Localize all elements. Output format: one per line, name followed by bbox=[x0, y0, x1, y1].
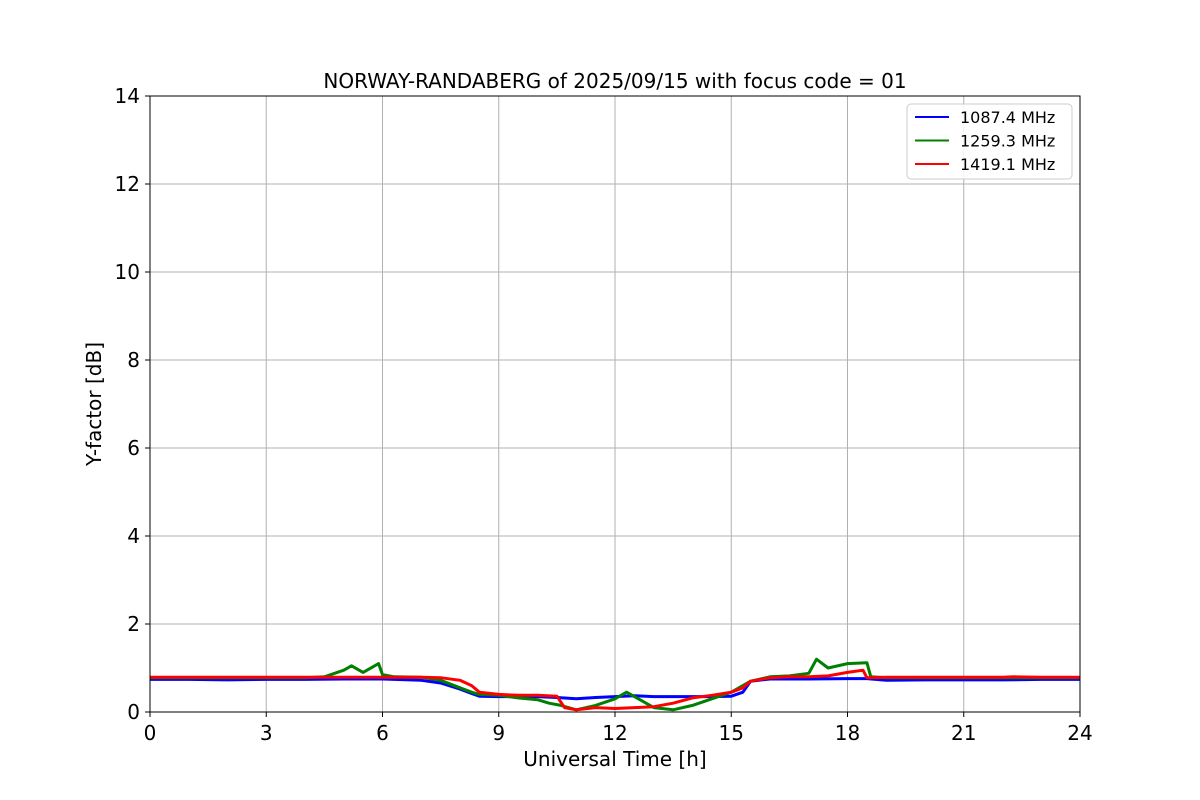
x-axis-label: Universal Time [h] bbox=[523, 747, 706, 771]
x-tick-label: 24 bbox=[1067, 721, 1092, 745]
series-layer bbox=[150, 657, 1080, 712]
legend-label: 1087.4 MHz bbox=[960, 108, 1055, 127]
x-tick-label: 18 bbox=[835, 721, 860, 745]
legend-label: 1419.1 MHz bbox=[960, 155, 1055, 174]
x-tick-label: 9 bbox=[492, 721, 505, 745]
y-axis-label: Y-factor [dB] bbox=[82, 342, 106, 467]
x-tick-label: 3 bbox=[260, 721, 273, 745]
y-tick-label: 12 bbox=[115, 172, 140, 196]
legend: 1087.4 MHz 1259.3 MHz 1419.1 MHz bbox=[906, 103, 1073, 180]
x-tick-label: 15 bbox=[719, 721, 744, 745]
chart-title: NORWAY-RANDABERG of 2025/09/15 with focu… bbox=[323, 69, 906, 93]
y-tick-label: 8 bbox=[127, 348, 140, 372]
y-tick-label: 4 bbox=[127, 524, 140, 548]
y-tick-label: 6 bbox=[127, 436, 140, 460]
y-tick-label: 14 bbox=[115, 84, 140, 108]
series-line-1259-3-mhz bbox=[150, 657, 1080, 712]
x-tick-label: 12 bbox=[602, 721, 627, 745]
y-tick-label: 10 bbox=[115, 260, 140, 284]
x-tick-label: 0 bbox=[144, 721, 157, 745]
series-line-1419-1-mhz bbox=[150, 668, 1080, 712]
legend-label: 1259.3 MHz bbox=[960, 132, 1055, 151]
x-tick-label: 6 bbox=[376, 721, 389, 745]
x-tick-label: 21 bbox=[951, 721, 976, 745]
y-tick-label: 2 bbox=[127, 612, 140, 636]
y-tick-label: 0 bbox=[127, 700, 140, 724]
legend-box bbox=[906, 103, 1073, 180]
